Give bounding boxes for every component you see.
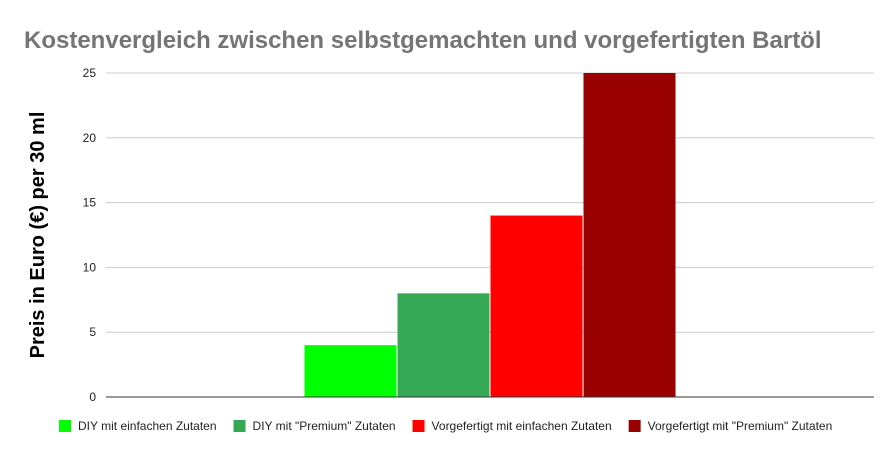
y-tick-label: 20 [83, 131, 97, 145]
legend-label: DIY mit "Premium" Zutaten [253, 419, 396, 433]
y-tick-label: 15 [83, 196, 97, 210]
bar [304, 345, 397, 397]
y-axis-ticks: 0 5 10 15 20 25 [83, 66, 97, 404]
y-axis-title: Preis in Euro (€) per 30 ml [27, 112, 49, 359]
gridlines [106, 72, 874, 333]
bars [304, 73, 676, 397]
y-tick-label: 25 [83, 66, 97, 80]
legend-swatch [412, 420, 425, 432]
legend-label: DIY mit einfachen Zutaten [78, 419, 217, 433]
legend-swatch [628, 420, 641, 432]
legend: DIY mit einfachen Zutaten DIY mit "Premiu… [59, 419, 832, 433]
y-tick-label: 0 [89, 390, 96, 404]
bar [490, 215, 583, 397]
legend-label: Vorgefertigt mit einfachen Zutaten [432, 419, 612, 433]
legend-swatch [233, 420, 246, 432]
legend-label: Vorgefertigt mit "Premium" Zutaten [648, 419, 833, 433]
bar [583, 73, 676, 397]
y-tick-label: 5 [89, 325, 96, 339]
chart-title: Kostenvergleich zwischen selbstgemachten… [24, 27, 822, 54]
legend-swatch [59, 420, 71, 432]
bar [397, 293, 490, 397]
y-tick-label: 10 [83, 260, 97, 274]
